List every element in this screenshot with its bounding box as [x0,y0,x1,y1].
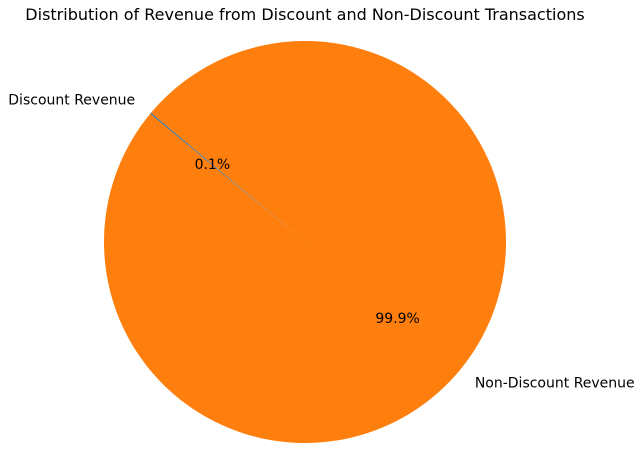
pie-slice-discount-revenue [150,112,305,243]
slice-label-discount-revenue: Discount Revenue [8,92,135,108]
slice-label-non-discount-revenue: Non-Discount Revenue [475,376,635,392]
slice-percent-discount-revenue: 0.1% [195,157,231,173]
slice-percent-non-discount-revenue: 99.9% [375,311,419,327]
pie-slice-non-discount-revenue [104,40,507,443]
chart-title: Distribution of Revenue from Discount an… [25,5,584,24]
pie-slices [104,40,507,443]
pie-labels: Discount Revenue 0.1% Non-Discount Revenue… [8,92,634,391]
